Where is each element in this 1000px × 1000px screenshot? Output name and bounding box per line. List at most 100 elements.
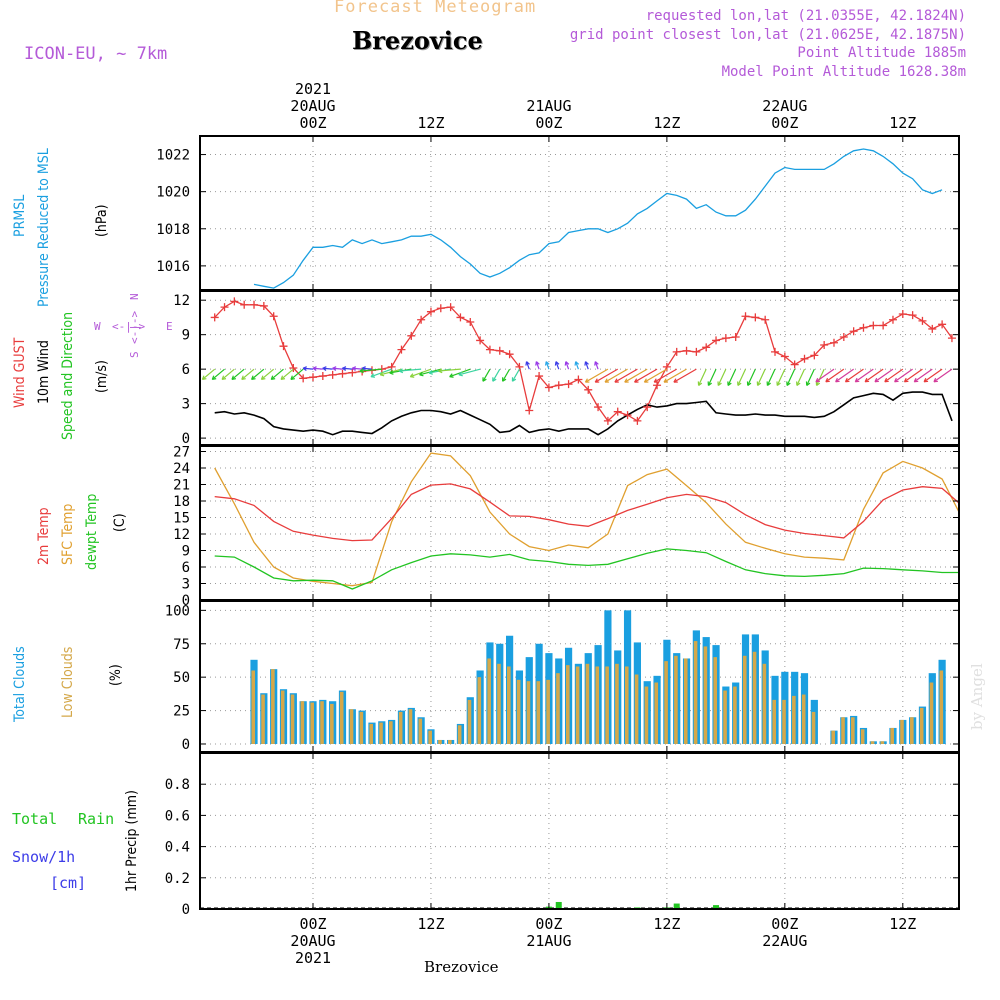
- gridpoint-lonlat: grid point closest lon,lat (21.0625E, 42…: [569, 27, 966, 43]
- gust-marker: [869, 321, 878, 330]
- compass-n: N: [128, 293, 141, 300]
- pressure-tick-label: 1022: [156, 148, 190, 164]
- temp-label-2m: 2m Temp: [36, 507, 52, 565]
- wind-arrow-head: [604, 378, 610, 383]
- wind-tick-label: 12: [173, 293, 190, 309]
- low-cloud-bar: [782, 699, 786, 744]
- series-10m-wind: [214, 391, 953, 436]
- gust-marker: [908, 311, 917, 320]
- wind-arrow-head: [574, 361, 580, 366]
- temp-tick-label: 24: [173, 461, 190, 477]
- series-2m-temp: [214, 483, 959, 542]
- low-cloud-bar: [870, 741, 875, 744]
- gust-marker: [584, 385, 593, 394]
- wind-arrow: [624, 368, 648, 383]
- wind-arrow-head: [231, 375, 236, 381]
- gust-marker: [505, 350, 514, 359]
- wind-arrow-head: [409, 373, 415, 378]
- wind-arrow: [894, 368, 913, 383]
- bottom-time-label: 2021: [295, 949, 331, 967]
- wind-arrow: [361, 367, 373, 370]
- wind-arrow-head: [511, 377, 517, 382]
- low-cloud-bar: [624, 666, 629, 744]
- low-cloud-bar: [428, 730, 432, 744]
- wind-arrow: [737, 368, 747, 386]
- gust-marker: [771, 347, 780, 356]
- low-cloud-bar: [939, 670, 944, 744]
- low-cloud-bar: [792, 695, 796, 744]
- wind-arrow: [261, 368, 275, 380]
- wind-arrow: [555, 361, 560, 370]
- gust-marker: [702, 343, 711, 352]
- bottom-time-label: 20AUG: [290, 932, 335, 950]
- gust-marker: [328, 370, 337, 379]
- wind-arrow-head: [492, 377, 497, 382]
- wind-arrow: [535, 361, 540, 370]
- wind-arrow: [525, 361, 530, 370]
- low-cloud-bar: [398, 711, 403, 744]
- low-cloud-bar: [310, 702, 314, 744]
- low-cloud-bar: [693, 641, 698, 744]
- clouds-unit: (%): [108, 664, 124, 686]
- low-cloud-bar: [860, 729, 865, 744]
- temp-tick-label: 0: [182, 593, 190, 609]
- wind-arrow-head: [535, 361, 540, 366]
- wind-arrow: [290, 368, 304, 380]
- wind-unit: (m/s): [94, 360, 110, 393]
- gust-marker: [299, 374, 308, 383]
- gust-marker: [436, 304, 445, 313]
- gust-marker: [269, 312, 278, 321]
- temp-tick-label: 18: [173, 494, 190, 510]
- gust-marker: [535, 372, 544, 381]
- gust-marker: [446, 303, 455, 312]
- model-label: ICON-EU, ~ 7km: [24, 44, 168, 64]
- wind-arrow: [614, 368, 638, 383]
- temp-tick-label: 12: [173, 527, 190, 543]
- gust-marker: [800, 354, 809, 363]
- wind-arrow: [673, 368, 697, 383]
- low-cloud-bar: [261, 694, 265, 744]
- gust-marker: [731, 332, 740, 341]
- compass-arrows-h: <-|->: [112, 320, 145, 333]
- gust-marker: [426, 307, 435, 316]
- precip-tick-label: 0.2: [165, 871, 190, 887]
- bottom-time-label: 21AUG: [526, 932, 571, 950]
- low-cloud-bar: [929, 682, 934, 744]
- low-cloud-bar: [438, 739, 442, 744]
- wind-arrow-head: [697, 381, 703, 386]
- wind-arrow: [757, 368, 766, 386]
- gust-marker: [525, 406, 534, 415]
- pressure-label-prmsl: PRMSL: [12, 195, 28, 237]
- wind-arrow: [923, 368, 943, 383]
- gust-marker: [918, 316, 927, 325]
- gust-marker: [741, 312, 750, 321]
- wind-arrow-head: [438, 368, 443, 374]
- wind-arrow: [707, 368, 717, 386]
- wind-arrow: [766, 368, 776, 386]
- wind-arrow-head: [874, 377, 879, 383]
- gust-marker: [485, 345, 494, 354]
- wind-arrow-head: [332, 366, 337, 371]
- gust-marker: [476, 336, 485, 345]
- gust-marker: [210, 313, 219, 322]
- wind-arrow: [565, 361, 570, 370]
- wind-arrow: [815, 368, 835, 383]
- wind-arrow: [302, 367, 314, 370]
- wind-arrow-head: [844, 377, 850, 383]
- wind-arrow-head: [776, 381, 781, 386]
- compass-s: S: [128, 351, 141, 358]
- low-cloud-bar: [389, 721, 393, 744]
- temp-label-dewpt: dewpt Temp: [84, 494, 100, 570]
- wind-arrow-head: [796, 381, 801, 386]
- wind-arrow-head: [727, 381, 732, 386]
- gust-marker: [279, 342, 288, 351]
- low-cloud-bar: [379, 722, 383, 744]
- gust-marker: [240, 300, 249, 309]
- wind-arrow: [653, 368, 678, 383]
- requested-lonlat: requested lon,lat (21.0355E, 42.1824N): [645, 8, 966, 24]
- wind-arrow: [816, 368, 825, 386]
- gust-marker: [289, 364, 298, 372]
- low-cloud-bar: [418, 718, 423, 744]
- wind-arrow-head: [594, 378, 600, 383]
